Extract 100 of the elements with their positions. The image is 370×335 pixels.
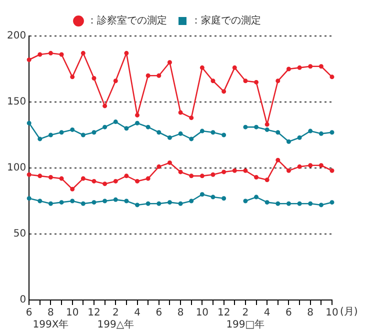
point [113, 78, 118, 84]
point [26, 172, 32, 177]
point [222, 132, 226, 138]
point [243, 198, 248, 204]
point [254, 80, 259, 84]
point [38, 174, 42, 178]
point [222, 196, 226, 201]
point [113, 197, 118, 202]
point [264, 127, 270, 132]
x-tick-label: 12 [88, 308, 100, 319]
point [297, 201, 302, 206]
x-tick-label: 4 [134, 308, 140, 319]
point [318, 163, 324, 168]
point [26, 120, 32, 126]
point [276, 78, 280, 84]
point [26, 196, 32, 201]
point [102, 182, 108, 186]
point [156, 164, 162, 169]
point [59, 52, 64, 57]
point [146, 73, 150, 78]
x-tick-label: 8 [307, 308, 314, 319]
x-tick-label: 8 [177, 308, 184, 319]
point [318, 131, 324, 136]
point [210, 130, 216, 135]
point [330, 130, 334, 135]
point [222, 89, 226, 94]
point [156, 130, 162, 135]
point [102, 124, 108, 130]
point [124, 198, 129, 204]
point [146, 176, 150, 181]
point [178, 170, 183, 174]
point [243, 168, 248, 173]
point [200, 65, 204, 70]
point [243, 124, 248, 130]
point [146, 124, 150, 130]
point [189, 174, 194, 178]
point [80, 176, 86, 181]
point [254, 124, 259, 130]
point [26, 58, 32, 62]
point [70, 198, 75, 204]
point [210, 78, 216, 84]
point [330, 74, 334, 80]
point [276, 158, 280, 162]
point [167, 60, 172, 65]
y-tick-label: 50 [13, 228, 26, 240]
point [222, 170, 226, 174]
point [80, 50, 86, 56]
point [102, 104, 108, 108]
point [297, 65, 302, 70]
x-axis-title: (月) [340, 306, 358, 318]
legend-label: ：診察室での測定 [87, 14, 167, 27]
point [167, 160, 172, 165]
point [146, 201, 150, 206]
y-tick-label: 150 [6, 96, 26, 108]
point [135, 120, 140, 126]
point [200, 192, 204, 197]
point [276, 130, 280, 135]
point [232, 65, 237, 70]
point [330, 168, 334, 173]
point [135, 178, 140, 184]
point [308, 64, 313, 69]
point [264, 200, 270, 205]
point [38, 198, 42, 204]
point [189, 198, 194, 204]
point [178, 201, 183, 206]
point [297, 164, 302, 169]
point [318, 64, 324, 69]
point [167, 135, 172, 140]
x-tick-label: 10 [196, 308, 209, 319]
point [92, 178, 96, 184]
point [210, 194, 216, 200]
point [200, 128, 204, 134]
point [330, 200, 334, 205]
point [59, 200, 64, 205]
point [210, 172, 216, 177]
point [70, 127, 75, 132]
point [178, 131, 183, 136]
x-tick-label: 4 [264, 308, 270, 319]
point [264, 122, 270, 127]
legend-label: ：家庭での測定 [191, 14, 261, 27]
point [308, 163, 313, 168]
point [286, 168, 291, 173]
point [135, 112, 140, 118]
point [48, 174, 53, 180]
x-tick-label: 6 [286, 308, 292, 319]
x-tick-label: 10 [326, 308, 338, 319]
point [232, 168, 237, 173]
point [70, 186, 75, 192]
point [318, 202, 324, 208]
point [135, 202, 140, 208]
point [113, 120, 118, 124]
x-tick-label: 6 [156, 308, 162, 319]
point [286, 201, 291, 206]
point [124, 174, 129, 178]
point [80, 201, 86, 206]
point [308, 128, 313, 134]
point [156, 201, 162, 206]
point [124, 126, 129, 131]
x-tick-label: 6 [26, 308, 32, 319]
point [200, 174, 204, 178]
